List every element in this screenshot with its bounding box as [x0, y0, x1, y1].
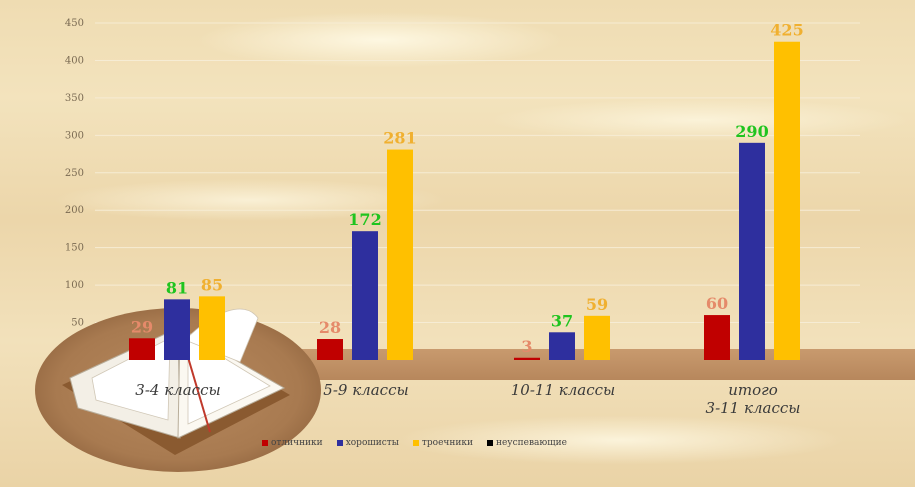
data-label: 172	[348, 210, 381, 229]
legend-label: отличники	[271, 438, 323, 448]
bar-1-1	[129, 338, 155, 360]
legend-label: неуспевающие	[495, 438, 567, 448]
y-tick-label: 200	[65, 205, 84, 216]
legend-swatch	[486, 440, 493, 446]
y-tick-label: 350	[65, 93, 84, 104]
legend-label: хорошисты	[345, 438, 399, 448]
category-label: итого	[728, 381, 778, 399]
data-label: 81	[166, 278, 188, 297]
data-label: 281	[383, 129, 416, 148]
y-tick-label: 100	[65, 280, 84, 291]
legend-swatch	[336, 440, 343, 446]
y-tick-label: 450	[65, 18, 84, 29]
category-label: 10-11 классы	[511, 381, 615, 399]
legend-label: троечники	[421, 438, 473, 448]
data-label: 29	[131, 317, 153, 336]
bar-1-3	[514, 357, 540, 360]
legend-swatch	[412, 440, 419, 446]
bars-layer	[129, 41, 800, 360]
data-label: 37	[551, 311, 573, 330]
y-tick-label: 400	[65, 55, 84, 66]
legend: отличники хорошисты троечники неуспевающие	[262, 438, 567, 448]
grid-layer	[95, 22, 860, 324]
legend-item: хорошисты	[336, 438, 399, 448]
bar-3-4	[774, 41, 800, 360]
bar-3-3	[584, 315, 610, 360]
data-labels-layer: 29 81 85 28 172 281 3 37 59 60 290 425	[131, 21, 804, 356]
data-label: 290	[735, 122, 768, 141]
y-tick-label: 300	[65, 130, 84, 141]
bar-1-2	[317, 339, 343, 360]
bar-2-3	[549, 332, 575, 360]
bar-2-2	[352, 231, 378, 360]
y-tick-label: 50	[71, 318, 84, 329]
y-tick-label: 250	[65, 168, 84, 179]
bar-2-1	[164, 299, 190, 360]
data-label: 425	[770, 21, 803, 40]
legend-item: отличники	[262, 438, 323, 448]
data-label: 59	[586, 295, 608, 314]
data-label: 28	[319, 318, 341, 337]
y-axis-ticks: 50 100 150 200 250 300 350 400 450	[65, 18, 84, 329]
category-label: 5-9 классы	[323, 381, 408, 399]
bar-3-2	[387, 149, 413, 360]
data-label: 3	[521, 337, 532, 356]
category-label: 3-4 классы	[135, 381, 220, 399]
category-label: 3-11 классы	[706, 399, 801, 417]
legend-swatch	[262, 440, 268, 446]
legend-item: троечники	[412, 438, 473, 448]
bar-1-4	[704, 315, 730, 360]
bar-3-1	[199, 296, 225, 360]
data-label: 60	[706, 294, 728, 313]
legend-item: неуспевающие	[486, 438, 567, 448]
category-labels-layer: 3-4 классы 5-9 классы 10-11 классы итого3-1…	[135, 381, 800, 417]
y-tick-label: 150	[65, 243, 84, 254]
bar-2-4	[739, 142, 765, 360]
data-label: 85	[201, 275, 223, 294]
